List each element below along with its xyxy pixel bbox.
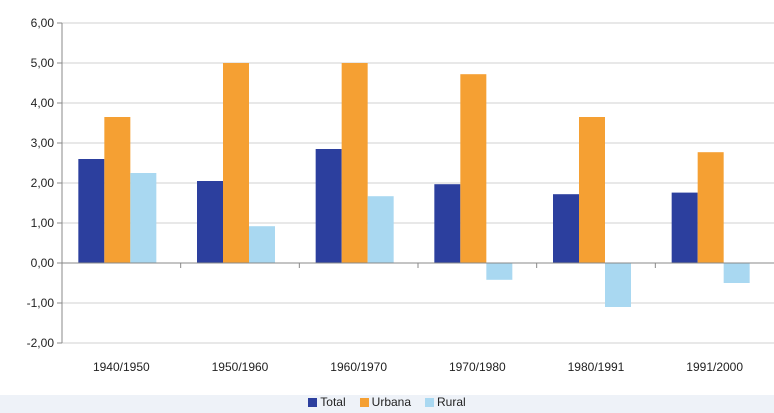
bar-rural <box>605 263 631 307</box>
bar-rural <box>486 263 513 280</box>
bar-total <box>197 181 223 263</box>
legend-item-total: Total <box>308 395 346 409</box>
y-tick-label: -1,00 <box>27 296 55 310</box>
y-tick-label: 6,00 <box>31 16 55 30</box>
bar-urbana <box>223 63 249 263</box>
bar-chart: 6,00 5,00 4,00 3,00 2,00 1,00 0,00 -1,00 -2,00 1… <box>0 0 774 395</box>
bar-total <box>671 192 698 263</box>
x-tick-label: 1970/1980 <box>449 360 506 374</box>
bar-urbana <box>697 152 724 263</box>
bar-urbana <box>460 74 487 263</box>
y-tick-label: -2,00 <box>27 336 55 350</box>
bar-rural <box>130 173 157 263</box>
bars <box>78 63 750 307</box>
legend-label: Rural <box>437 395 466 409</box>
x-tick-label: 1991/2000 <box>686 360 743 374</box>
y-tick-label: 2,00 <box>31 176 55 190</box>
y-tick-label: 0,00 <box>31 256 55 270</box>
x-axis-ticks: 1940/1950 1950/1960 1960/1970 1970/1980 1980… <box>93 263 743 374</box>
legend: Total Urbana Rural <box>0 395 774 409</box>
legend-label: Total <box>320 395 346 409</box>
bar-rural <box>367 196 394 263</box>
legend-label: Urbana <box>371 395 412 409</box>
bar-urbana <box>104 117 131 263</box>
bar-total <box>434 184 461 263</box>
bar-rural <box>249 226 275 263</box>
x-tick-label: 1940/1950 <box>93 360 150 374</box>
bar-rural <box>723 263 750 283</box>
y-tick-label: 4,00 <box>31 96 55 110</box>
y-tick-label: 1,00 <box>31 216 55 230</box>
legend-swatch <box>425 397 435 407</box>
bar-urbana <box>341 63 368 263</box>
legend-swatch <box>308 397 318 407</box>
y-tick-label: 3,00 <box>31 136 55 150</box>
legend-swatch <box>359 397 369 407</box>
x-tick-label: 1980/1991 <box>568 360 625 374</box>
bar-urbana <box>579 117 605 263</box>
x-tick-label: 1950/1960 <box>212 360 269 374</box>
y-axis-ticks: 6,00 5,00 4,00 3,00 2,00 1,00 0,00 -1,00 -2,00 <box>27 16 62 350</box>
bar-total <box>553 194 579 263</box>
legend-item-rural: Rural <box>425 395 466 409</box>
x-tick-label: 1960/1970 <box>330 360 387 374</box>
y-tick-label: 5,00 <box>31 56 55 70</box>
bar-total <box>315 149 342 263</box>
bar-total <box>78 159 105 263</box>
legend-item-urbana: Urbana <box>359 395 412 409</box>
